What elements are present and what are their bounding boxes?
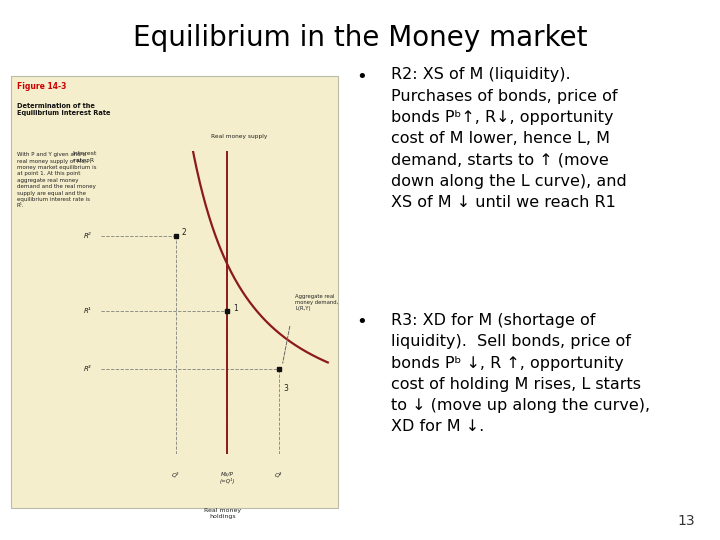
Text: R2: XS of M (liquidity).
Purchases of bonds, price of
bonds Pᵇ↑, R↓, opportunity: R2: XS of M (liquidity). Purchases of bo… [391,68,626,210]
Text: Ms/P
(=Q¹): Ms/P (=Q¹) [220,472,235,484]
Text: Real money
holdings: Real money holdings [204,508,241,519]
Text: Q²: Q² [172,472,179,477]
Text: Equilibrium in the Money market: Equilibrium in the Money market [132,24,588,52]
Text: Real money supply: Real money supply [211,134,267,139]
Text: Q³: Q³ [275,472,282,477]
Text: •: • [356,313,367,331]
Text: R³: R³ [84,366,91,372]
Text: With P and Y given and a
real money supply of Ms/P,
money market equilibrium is
: With P and Y given and a real money supp… [17,152,96,208]
Text: R3: XD for M (shortage of
liquidity).  Sell bonds, price of
bonds Pᵇ ↓, R ↑, opp: R3: XD for M (shortage of liquidity). Se… [391,313,650,434]
Text: •: • [356,68,367,85]
Text: Figure 14-3: Figure 14-3 [17,82,66,91]
FancyBboxPatch shape [11,76,338,508]
Text: R²: R² [84,233,91,239]
Text: R¹: R¹ [84,308,91,314]
Text: 13: 13 [678,514,695,528]
Text: Aggregate real
money demand,
L(R,Y): Aggregate real money demand, L(R,Y) [295,294,338,311]
Text: 3: 3 [284,384,288,393]
Text: 1: 1 [233,304,238,313]
Text: 2: 2 [181,228,186,238]
Text: Determination of the
Equilibrium Interest Rate: Determination of the Equilibrium Interes… [17,103,110,116]
Text: Interest
rate, R: Interest rate, R [73,151,97,163]
